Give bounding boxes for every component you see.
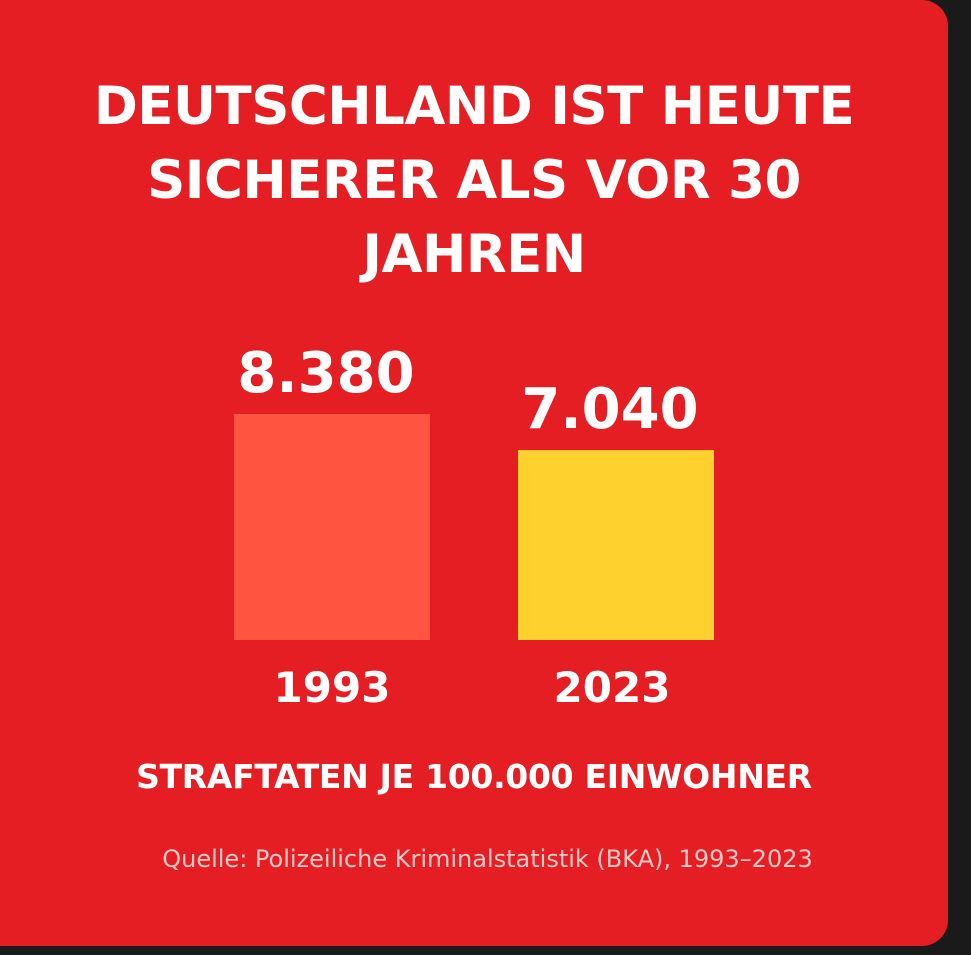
source-note: Quelle: Polizeiliche Kriminalstatistik (… <box>162 845 813 873</box>
value-label-2023: 7.040 <box>521 377 698 442</box>
chart-title: DEUTSCHLAND IST HEUTE SICHERER ALS VOR 3… <box>0 70 948 292</box>
value-label-1993: 8.380 <box>237 341 414 406</box>
bar-2023 <box>518 450 714 640</box>
infographic-card: DEUTSCHLAND IST HEUTE SICHERER ALS VOR 3… <box>0 0 948 946</box>
bar-chart: 8.380 1993 7.040 2023 <box>234 341 714 712</box>
title-line-2: SICHERER ALS VOR 30 <box>147 150 801 211</box>
title-line-3: JAHREN <box>362 224 586 285</box>
category-label-2023: 2023 <box>554 663 671 712</box>
title-line-1: DEUTSCHLAND IST HEUTE <box>93 76 855 137</box>
chart-subtitle: STRAFTATEN JE 100.000 EINWOHNER <box>136 757 812 796</box>
category-label-1993: 1993 <box>274 663 391 712</box>
bar-1993 <box>234 413 430 640</box>
